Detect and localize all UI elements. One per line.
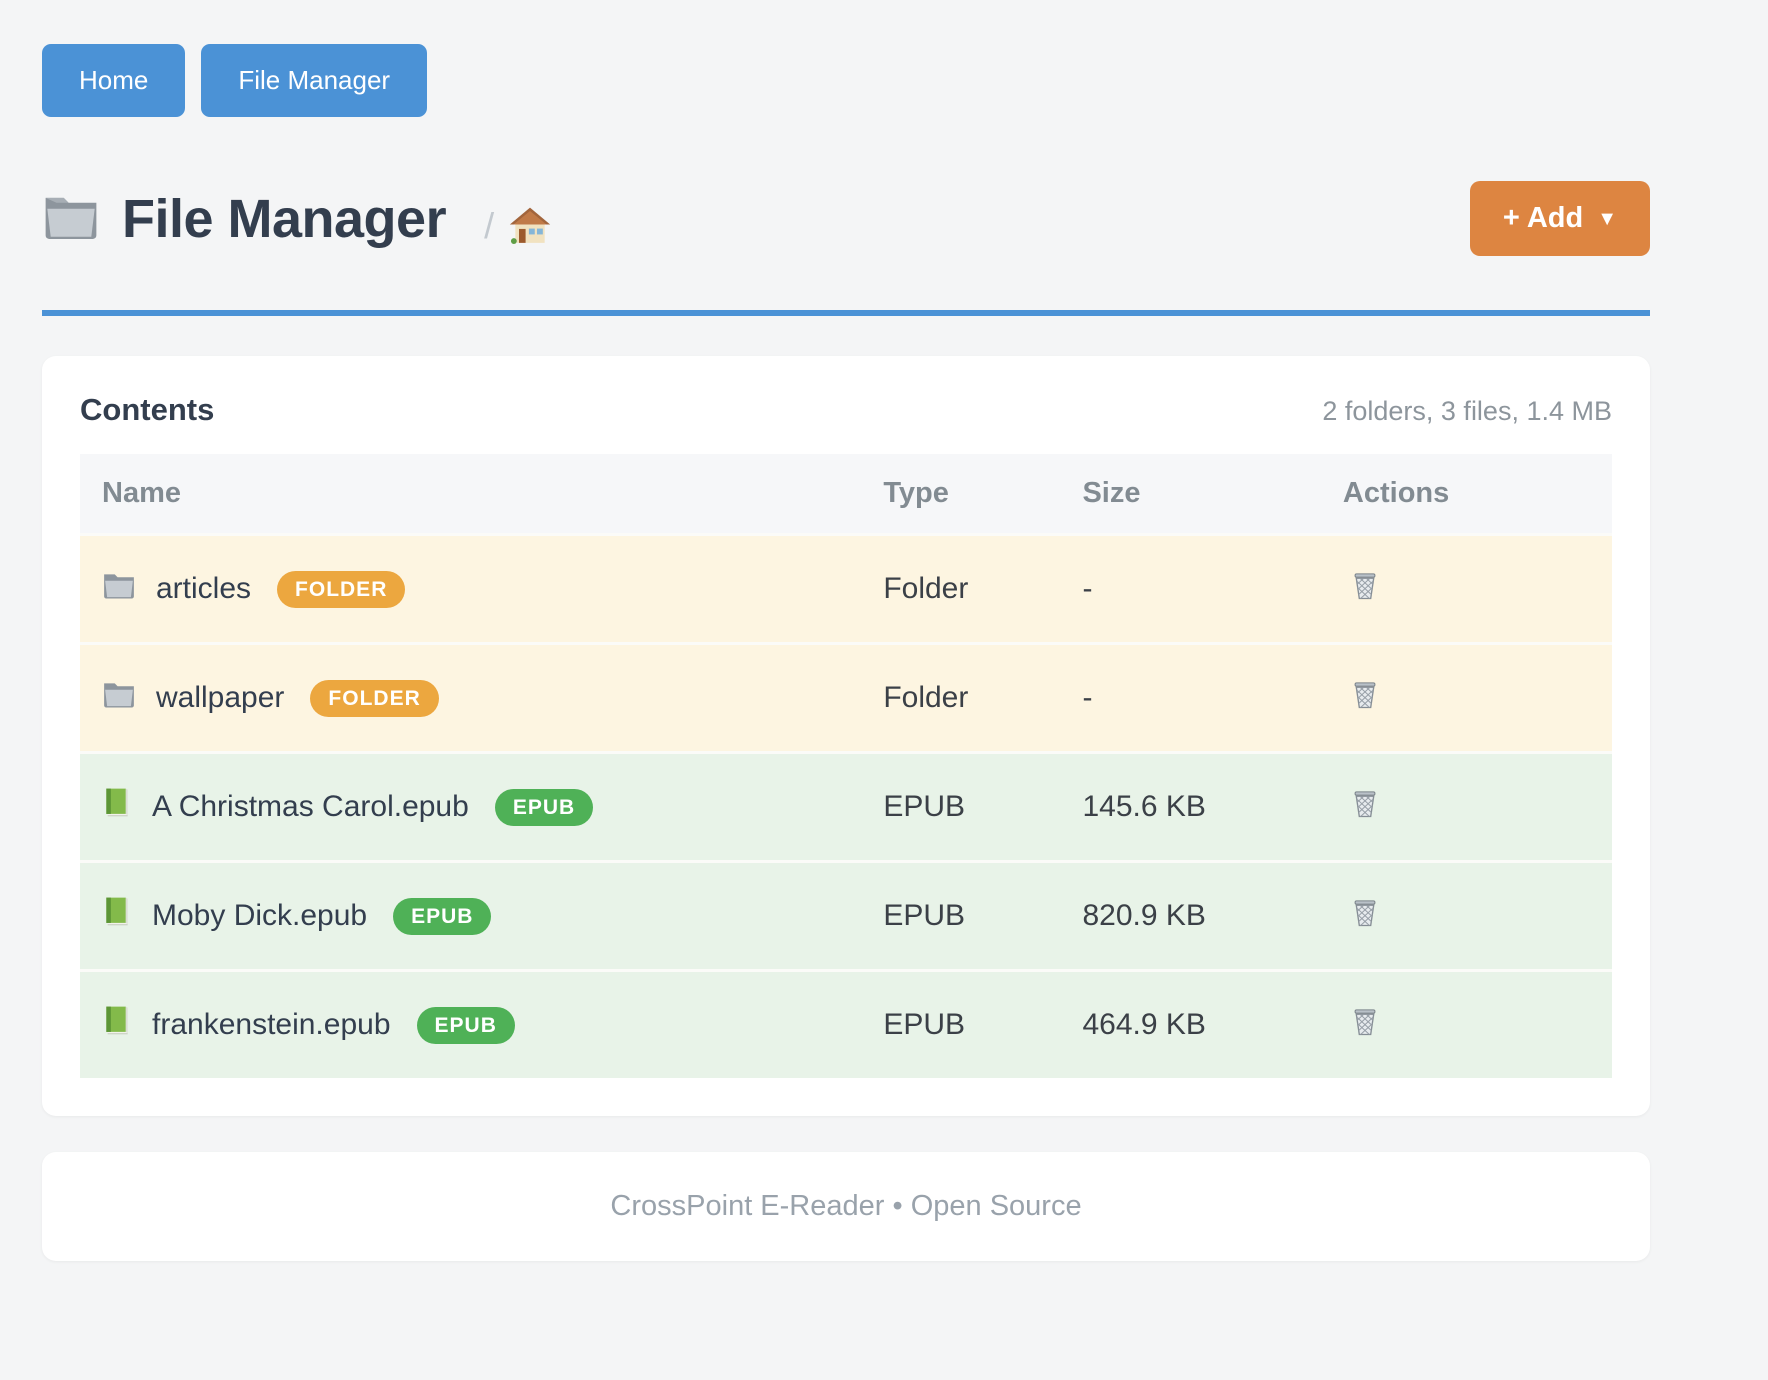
- folder-icon: [42, 191, 100, 246]
- caret-down-icon: ▼: [1597, 207, 1617, 230]
- file-name-cell[interactable]: articles FOLDER: [102, 570, 839, 608]
- file-size: -: [1060, 642, 1321, 753]
- title-wrap: File Manager /: [42, 188, 552, 250]
- file-type: EPUB: [861, 969, 1061, 1079]
- table-header-row: Name Type Size Actions: [80, 454, 1612, 535]
- column-header-size: Size: [1060, 454, 1321, 535]
- page-header: File Manager / + Add ▼: [42, 181, 1650, 257]
- nav-file-manager-button[interactable]: File Manager: [201, 44, 428, 118]
- contents-card: Contents 2 folders, 3 files, 1.4 MB Name…: [42, 356, 1650, 1117]
- file-size: 145.6 KB: [1060, 751, 1321, 862]
- top-nav: Home File Manager: [42, 44, 1650, 118]
- file-name: articles: [156, 572, 252, 606]
- file-name-cell[interactable]: Moby Dick.epub EPUB: [102, 896, 839, 936]
- file-name: A Christmas Carol.epub: [152, 790, 469, 824]
- accent-divider: [42, 310, 1650, 317]
- trash-icon[interactable]: [1347, 894, 1383, 930]
- column-header-type: Type: [861, 454, 1061, 535]
- type-badge: FOLDER: [310, 679, 439, 717]
- page-container: Home File Manager File Manager /: [42, 0, 1650, 1262]
- file-type: Folder: [861, 642, 1061, 753]
- add-button[interactable]: + Add ▼: [1469, 181, 1650, 257]
- breadcrumb-separator: /: [484, 204, 495, 246]
- table-row: articles FOLDER Folder -: [80, 533, 1612, 644]
- file-size: -: [1060, 533, 1321, 644]
- table-row: wallpaper FOLDER Folder -: [80, 642, 1612, 753]
- file-name: frankenstein.epub: [152, 1008, 391, 1042]
- type-badge: EPUB: [494, 788, 594, 826]
- file-type: EPUB: [861, 751, 1061, 862]
- footer-text: CrossPoint E-Reader • Open Source: [610, 1190, 1082, 1223]
- table-row: A Christmas Carol.epub EPUB EPUB 145.6 K…: [80, 751, 1612, 862]
- breadcrumb: /: [484, 204, 552, 248]
- file-type: Folder: [861, 533, 1061, 644]
- file-name-cell[interactable]: frankenstein.epub EPUB: [102, 1005, 839, 1045]
- green-book-icon: [102, 787, 132, 827]
- nav-home-button[interactable]: Home: [42, 44, 186, 118]
- trash-icon[interactable]: [1347, 785, 1383, 821]
- trash-icon[interactable]: [1347, 567, 1383, 603]
- file-name-cell[interactable]: wallpaper FOLDER: [102, 679, 839, 717]
- add-button-label: + Add: [1502, 202, 1584, 235]
- type-badge: FOLDER: [277, 570, 406, 608]
- green-book-icon: [102, 896, 132, 936]
- page-title: File Manager: [122, 188, 447, 249]
- footer-card: CrossPoint E-Reader • Open Source: [42, 1152, 1650, 1262]
- trash-icon[interactable]: [1347, 1003, 1383, 1039]
- file-name: Moby Dick.epub: [152, 899, 368, 933]
- file-size: 820.9 KB: [1060, 860, 1321, 971]
- table-row: frankenstein.epub EPUB EPUB 464.9 KB: [80, 969, 1612, 1079]
- file-type: EPUB: [861, 860, 1061, 971]
- folder-icon: [102, 570, 136, 608]
- file-name: wallpaper: [156, 681, 285, 715]
- trash-icon[interactable]: [1347, 676, 1383, 712]
- file-size: 464.9 KB: [1060, 969, 1321, 1079]
- type-badge: EPUB: [393, 897, 492, 935]
- file-name-cell[interactable]: A Christmas Carol.epub EPUB: [102, 787, 839, 827]
- green-book-icon: [102, 1005, 132, 1045]
- type-badge: EPUB: [416, 1006, 515, 1044]
- table-row: Moby Dick.epub EPUB EPUB 820.9 KB: [80, 860, 1612, 971]
- house-icon[interactable]: [508, 204, 552, 248]
- contents-title: Contents: [80, 392, 215, 428]
- contents-card-header: Contents 2 folders, 3 files, 1.4 MB: [80, 392, 1612, 428]
- folder-icon: [102, 679, 136, 717]
- column-header-actions: Actions: [1320, 454, 1612, 535]
- file-table: Name Type Size Actions: [80, 454, 1612, 1079]
- contents-summary: 2 folders, 3 files, 1.4 MB: [1322, 396, 1612, 427]
- column-header-name: Name: [80, 454, 862, 535]
